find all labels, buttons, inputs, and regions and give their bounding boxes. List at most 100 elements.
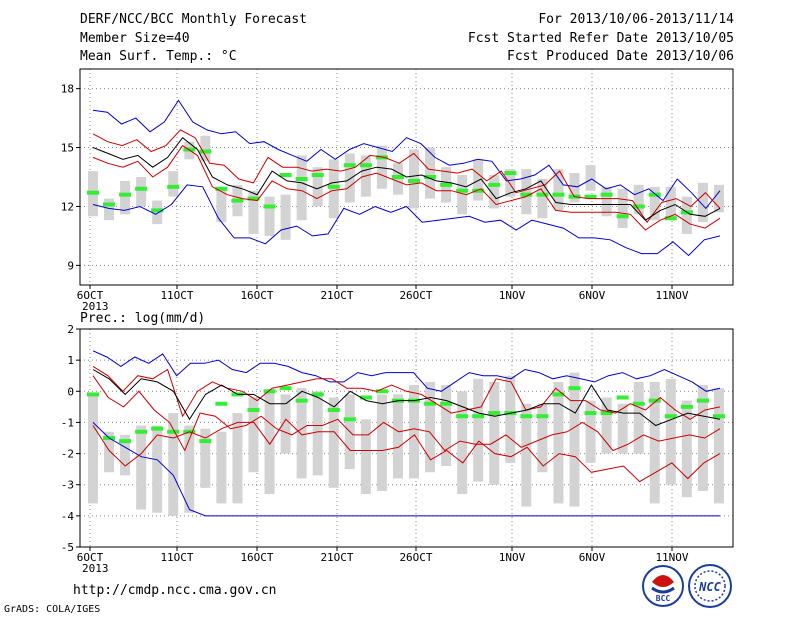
ensemble-box bbox=[537, 178, 548, 219]
ensemble-box bbox=[344, 153, 355, 203]
median-mark bbox=[359, 395, 372, 400]
ensemble-box bbox=[681, 196, 692, 234]
ensemble-box bbox=[665, 378, 676, 485]
median-mark bbox=[600, 192, 613, 197]
median-mark bbox=[151, 426, 164, 431]
ensemble-box bbox=[296, 388, 307, 479]
ensemble-box bbox=[457, 175, 468, 215]
median-mark bbox=[456, 414, 469, 419]
ensemble-box bbox=[168, 413, 179, 516]
median-mark bbox=[327, 407, 340, 412]
median-mark bbox=[311, 392, 324, 397]
median-mark bbox=[472, 188, 485, 193]
ensemble-box bbox=[392, 394, 403, 479]
ensemble-box bbox=[425, 147, 436, 199]
ensemble-box bbox=[120, 180, 131, 215]
median-mark bbox=[424, 401, 437, 406]
median-mark bbox=[231, 198, 244, 203]
ensemble-box bbox=[152, 425, 163, 513]
median-mark bbox=[135, 186, 148, 191]
ensemble-box bbox=[312, 167, 323, 207]
y-tick-label: -3 bbox=[61, 479, 74, 492]
median-mark bbox=[408, 178, 420, 183]
ensemble-box bbox=[489, 381, 500, 485]
temperature-panel: 9 12 15 18 6OCT 11OCT 16OCT 21OCT 26OCT 1NOV 6NOV 1… bbox=[61, 68, 734, 313]
x-tick-label: 16OCT bbox=[240, 551, 273, 564]
series-mean bbox=[92, 136, 721, 221]
x-tick-label: 11NOV bbox=[655, 551, 688, 564]
ensemble-box bbox=[168, 171, 179, 197]
ensemble-box bbox=[681, 400, 692, 498]
ensemble-box bbox=[457, 391, 468, 495]
ensemble-box bbox=[617, 188, 628, 229]
median-mark bbox=[87, 392, 99, 397]
series-lower bbox=[92, 184, 721, 257]
median-mark bbox=[391, 175, 404, 179]
series-r-hi bbox=[92, 129, 721, 224]
median-mark bbox=[279, 386, 292, 391]
median-mark bbox=[167, 429, 180, 434]
median-mark bbox=[440, 401, 453, 406]
y-tick-label: 12 bbox=[61, 200, 74, 213]
median-mark bbox=[536, 192, 549, 197]
ensemble-box bbox=[713, 184, 724, 213]
median-mark bbox=[552, 192, 565, 197]
median-mark bbox=[488, 411, 501, 416]
median-mark bbox=[279, 173, 292, 178]
median-mark bbox=[327, 184, 340, 189]
ensemble-box bbox=[521, 169, 532, 215]
plot-frame bbox=[79, 328, 734, 548]
median-mark bbox=[664, 216, 677, 221]
ensemble-box bbox=[617, 403, 628, 454]
variable-label: Mean Surf. Temp.: °C bbox=[80, 49, 237, 64]
median-mark bbox=[199, 149, 212, 154]
median-mark bbox=[215, 401, 228, 406]
y-tick-label: 18 bbox=[61, 83, 74, 96]
x-tick-label: 26OCT bbox=[399, 289, 432, 302]
series-mean bbox=[92, 369, 721, 427]
y-tick-label: 2 bbox=[67, 323, 74, 336]
median-mark bbox=[472, 414, 485, 419]
median-mark bbox=[632, 204, 645, 209]
ensemble-box bbox=[264, 196, 275, 236]
median-mark bbox=[648, 192, 661, 197]
ensemble-box bbox=[264, 391, 275, 495]
ensemble-box bbox=[553, 381, 564, 504]
ensemble-box bbox=[248, 190, 259, 234]
ensemble-box bbox=[569, 372, 580, 507]
chart-title: DERF/NCC/BCC Monthly Forecast bbox=[80, 12, 307, 27]
ensemble-box bbox=[232, 413, 243, 504]
ensemble-box bbox=[376, 145, 387, 189]
ensemble-box bbox=[473, 378, 484, 482]
ensemble-box bbox=[585, 165, 596, 191]
x-tick-label: 21OCT bbox=[320, 551, 353, 564]
median-mark bbox=[520, 414, 533, 419]
median-mark bbox=[247, 407, 260, 412]
ensemble-box bbox=[136, 177, 147, 207]
ensemble-box bbox=[713, 388, 724, 504]
median-mark bbox=[87, 190, 99, 195]
median-mark bbox=[712, 414, 725, 419]
ensemble-box bbox=[360, 419, 371, 495]
median-mark bbox=[151, 208, 164, 213]
member-size: Member Size=40 bbox=[80, 31, 190, 46]
x-tick-label: 26OCT bbox=[399, 551, 432, 564]
median-mark bbox=[343, 417, 356, 422]
y-tick-label: -2 bbox=[61, 448, 74, 461]
ensemble-box bbox=[200, 428, 211, 488]
y-tick-label: -5 bbox=[61, 541, 74, 554]
median-mark bbox=[375, 389, 388, 394]
x-tick-label: 16OCT bbox=[240, 289, 273, 302]
ensemble-box bbox=[489, 175, 500, 209]
median-mark bbox=[311, 173, 324, 178]
ensemble-box bbox=[104, 198, 115, 221]
median-mark bbox=[616, 214, 629, 219]
median-mark bbox=[295, 398, 308, 403]
source-url[interactable]: http://cmdp.ncc.cma.gov.cn bbox=[73, 583, 277, 598]
y-tick-label: 15 bbox=[61, 142, 74, 155]
ensemble-box bbox=[505, 169, 516, 197]
median-mark bbox=[263, 204, 276, 209]
median-mark bbox=[295, 176, 308, 181]
forecast-period: For 2013/10/06-2013/11/14 bbox=[538, 12, 734, 27]
